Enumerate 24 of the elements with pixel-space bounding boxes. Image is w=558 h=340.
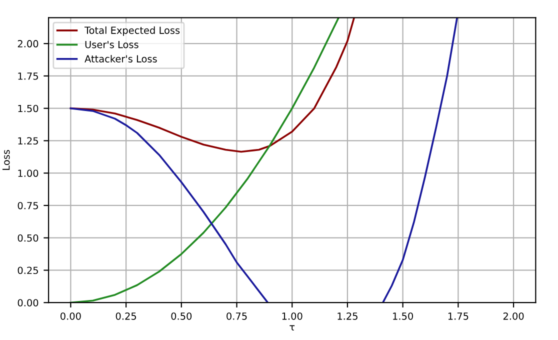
x-tick-label: 0.50 xyxy=(171,312,192,320)
line-series xyxy=(70,18,340,303)
y-tick-label: 2.00 xyxy=(18,40,38,48)
y-axis-title: Loss xyxy=(2,150,10,170)
legend-label: Attacker's Loss xyxy=(84,54,157,62)
y-tick-label: 1.00 xyxy=(18,170,38,177)
legend-label: User's Loss xyxy=(85,41,138,48)
x-tick-label: 1.00 xyxy=(282,312,302,320)
y-tick-label: 1.50 xyxy=(18,104,38,112)
x-axis-title: τ xyxy=(290,325,295,331)
x-tick-label: 2.00 xyxy=(503,312,524,320)
x-tick-label: 1.50 xyxy=(393,312,414,320)
x-tick-label: 1.25 xyxy=(338,312,358,320)
y-tick-label: 0.50 xyxy=(18,234,38,242)
y-tick-label: 0.25 xyxy=(18,266,38,274)
x-tick-label: 0.75 xyxy=(226,312,247,320)
y-tick-label: 1.75 xyxy=(18,72,38,80)
y-tick-label: 0.00 xyxy=(18,299,38,306)
x-tick-label: 1.75 xyxy=(448,312,468,320)
y-tick-label: 1.25 xyxy=(18,137,38,145)
x-tick-label: 0.00 xyxy=(60,312,81,320)
x-tick-label: 0.25 xyxy=(116,312,136,320)
y-tick-label: 0.75 xyxy=(18,202,38,210)
legend-label: Total Expected Loss xyxy=(84,26,180,36)
